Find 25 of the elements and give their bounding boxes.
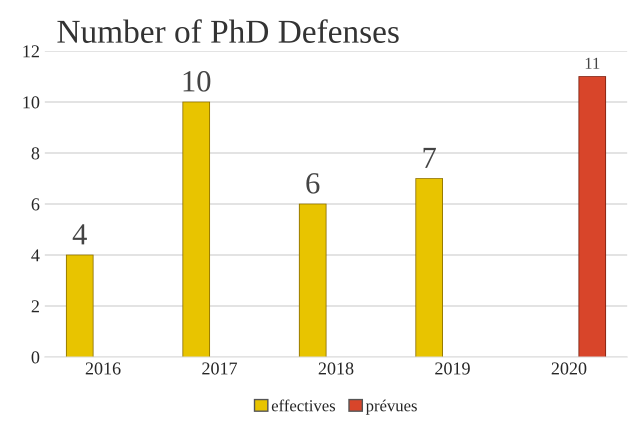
chart-title: Number of PhD Defenses xyxy=(57,19,399,43)
y-tick-label: 2 xyxy=(32,300,39,312)
bar xyxy=(415,178,443,357)
x-tick-label: 2018 xyxy=(318,362,354,375)
y-tick-label: 0 xyxy=(32,351,40,364)
x-tick-label: 2020 xyxy=(552,362,586,375)
x-tick-label: 2019 xyxy=(435,362,470,375)
x-tick-label: 2017 xyxy=(202,362,238,375)
data-label: 6 xyxy=(306,173,320,194)
bar xyxy=(578,76,606,357)
y-tick-label: 4 xyxy=(31,249,40,262)
data-label: 7 xyxy=(424,148,436,168)
x-tick-label: 2016 xyxy=(86,362,121,375)
data-label: 11 xyxy=(586,58,600,69)
bar xyxy=(66,254,94,357)
data-label: 10 xyxy=(184,71,210,92)
y-tick-label: 8 xyxy=(32,147,40,160)
legend-label: effectives xyxy=(272,399,336,412)
bar xyxy=(182,102,210,357)
y-tick-label: 10 xyxy=(23,96,40,108)
y-tick-label: 6 xyxy=(32,198,40,210)
legend-label: prévues xyxy=(366,400,417,415)
bar xyxy=(298,204,327,357)
data-label: 4 xyxy=(72,224,87,244)
y-tick-label: 12 xyxy=(23,45,39,58)
